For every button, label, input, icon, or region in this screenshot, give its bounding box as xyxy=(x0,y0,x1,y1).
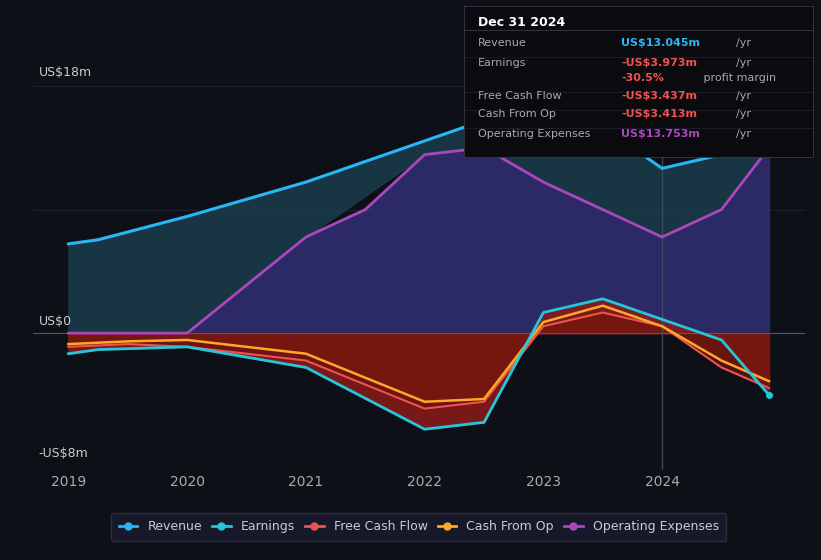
Text: profit margin: profit margin xyxy=(699,73,776,83)
Text: -US$8m: -US$8m xyxy=(39,447,89,460)
Text: US$13.753m: US$13.753m xyxy=(621,129,699,139)
Text: -30.5%: -30.5% xyxy=(621,73,663,83)
Text: -US$3.413m: -US$3.413m xyxy=(621,109,697,119)
Text: US$13.045m: US$13.045m xyxy=(621,39,699,48)
Text: Revenue: Revenue xyxy=(478,39,526,48)
Text: -US$3.973m: -US$3.973m xyxy=(621,58,697,68)
Text: -US$3.437m: -US$3.437m xyxy=(621,91,697,101)
Text: /yr: /yr xyxy=(736,109,751,119)
Text: US$18m: US$18m xyxy=(39,66,92,79)
Text: Free Cash Flow: Free Cash Flow xyxy=(478,91,562,101)
Text: /yr: /yr xyxy=(736,129,751,139)
Text: Earnings: Earnings xyxy=(478,58,526,68)
Text: /yr: /yr xyxy=(736,39,751,48)
Text: Dec 31 2024: Dec 31 2024 xyxy=(478,16,565,29)
Legend: Revenue, Earnings, Free Cash Flow, Cash From Op, Operating Expenses: Revenue, Earnings, Free Cash Flow, Cash … xyxy=(111,513,727,541)
Text: US$0: US$0 xyxy=(39,315,72,328)
Text: Operating Expenses: Operating Expenses xyxy=(478,129,590,139)
Text: /yr: /yr xyxy=(736,58,751,68)
Text: Cash From Op: Cash From Op xyxy=(478,109,556,119)
Text: /yr: /yr xyxy=(736,91,751,101)
